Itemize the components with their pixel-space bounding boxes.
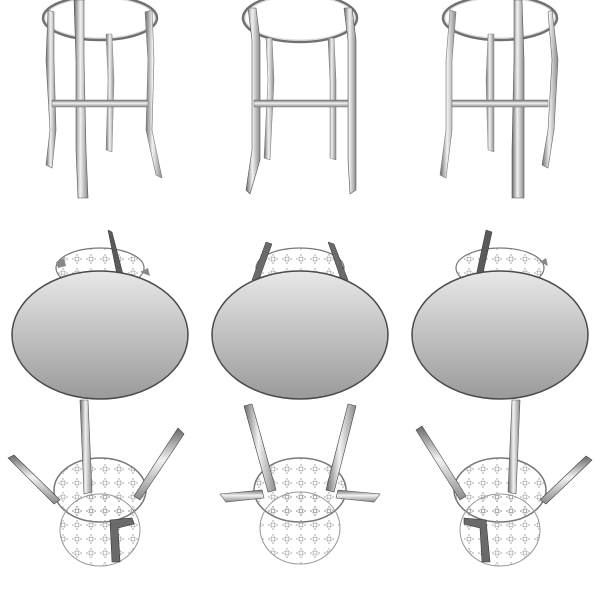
stool-bottom-view-1 (7, 399, 185, 567)
stool-bottom-view-3 (415, 399, 593, 567)
stool-side-view-2 (439, 0, 559, 199)
stool-top-view-1 (11, 229, 189, 400)
stool-front-view (241, 0, 359, 195)
stool-top-view-3 (411, 229, 589, 400)
stool-bottom-view-2 (219, 403, 381, 565)
stool-top-view-2 (211, 241, 389, 400)
stool-side-view-1 (41, 0, 163, 199)
